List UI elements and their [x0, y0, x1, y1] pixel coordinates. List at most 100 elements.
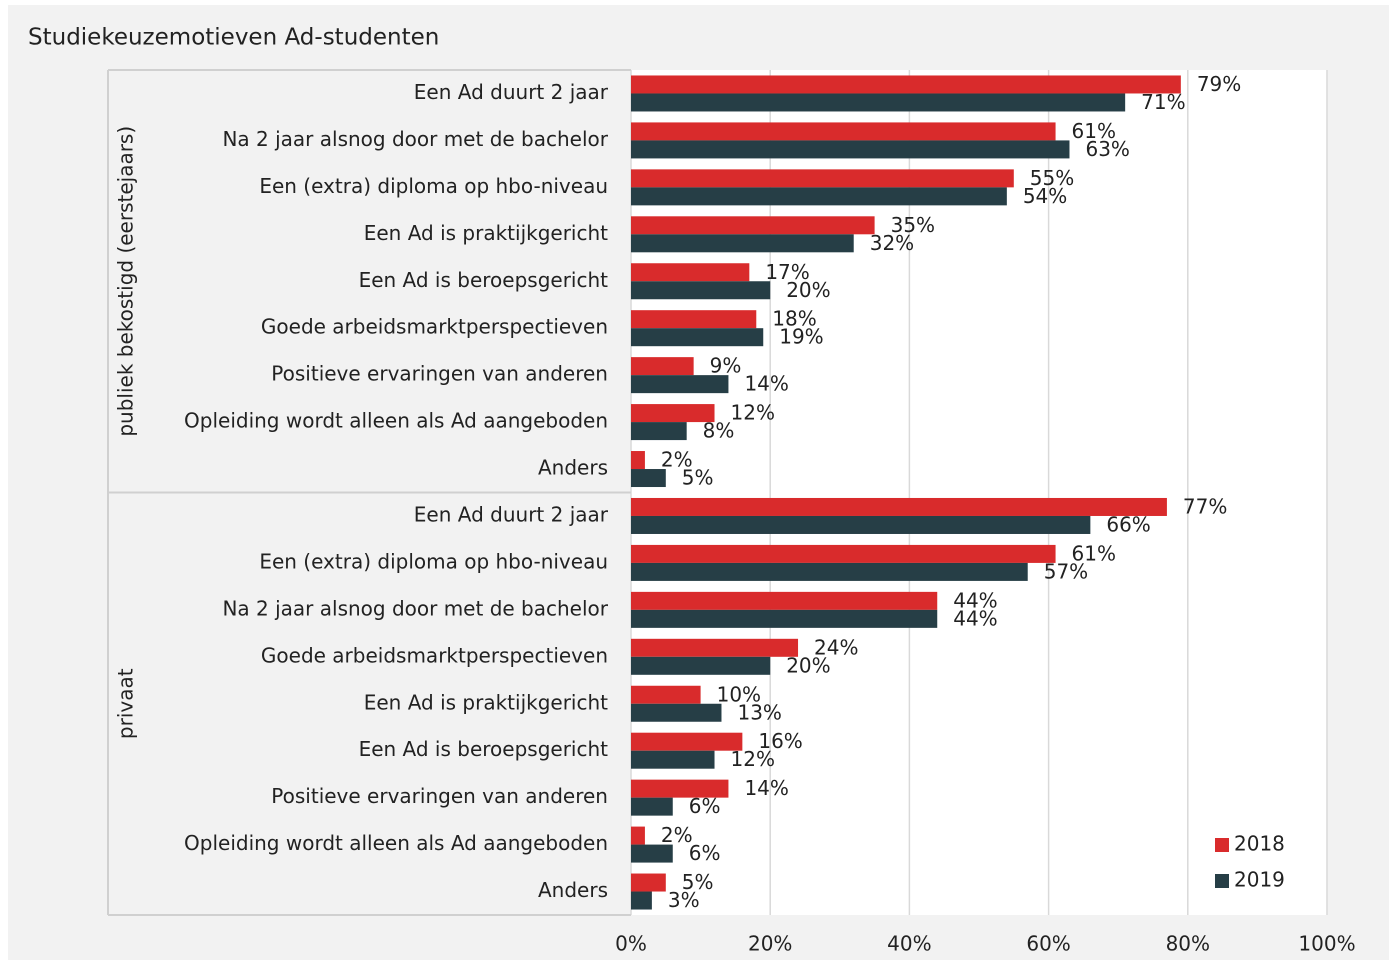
bar	[631, 422, 687, 441]
category-label: Na 2 jaar alsnog door met de bachelor	[222, 596, 608, 620]
data-label: 17%	[765, 260, 809, 284]
category-label: Een Ad is beroepsgericht	[359, 737, 609, 761]
category-label: Een Ad is praktijkgericht	[364, 690, 608, 714]
category-label: Een Ad is beroepsgericht	[359, 268, 609, 292]
data-label: 14%	[744, 776, 788, 800]
bar	[631, 562, 1028, 581]
data-label: 79%	[1197, 72, 1241, 96]
category-label: Goede arbeidsmarktperspectieven	[261, 643, 608, 667]
bar	[631, 140, 1070, 159]
x-tick-label: 80%	[1166, 932, 1210, 956]
bar	[631, 169, 1014, 188]
bar	[631, 451, 645, 470]
bar	[631, 591, 938, 610]
x-tick-label: 60%	[1026, 932, 1070, 956]
chart-title: Studiekeuzemotieven Ad-studenten	[28, 25, 439, 51]
category-label: Een Ad is praktijkgericht	[364, 221, 608, 245]
data-label: 12%	[731, 401, 775, 425]
bar	[631, 750, 715, 769]
bar	[631, 703, 722, 722]
bar	[631, 328, 764, 347]
bar	[631, 375, 729, 394]
data-label: 32%	[870, 231, 914, 255]
category-label: Anders	[538, 456, 608, 480]
category-label: Opleiding wordt alleen als Ad aangeboden	[184, 409, 608, 433]
bar	[631, 75, 1181, 94]
bar	[631, 732, 743, 751]
data-label: 57%	[1044, 559, 1088, 583]
bar	[631, 469, 666, 488]
bar	[631, 404, 715, 423]
data-label: 9%	[710, 354, 742, 378]
bar	[631, 826, 645, 845]
data-label: 71%	[1141, 90, 1185, 114]
data-label: 8%	[703, 419, 735, 443]
bar	[631, 779, 729, 798]
x-tick-label: 20%	[748, 932, 792, 956]
bar	[631, 515, 1091, 534]
data-label: 35%	[891, 213, 935, 237]
data-label: 14%	[744, 372, 788, 396]
plot-area	[631, 70, 1327, 915]
data-label: 13%	[737, 700, 781, 724]
data-label: 6%	[689, 841, 721, 865]
data-label: 10%	[717, 682, 761, 706]
category-label: Anders	[538, 878, 608, 902]
bar	[631, 263, 750, 282]
data-label: 61%	[1072, 119, 1116, 143]
category-label: Een (extra) diploma op hbo-niveau	[259, 549, 608, 573]
data-label: 24%	[814, 635, 858, 659]
bar	[631, 891, 652, 910]
bar	[631, 873, 666, 892]
bar	[631, 187, 1007, 206]
legend-swatch	[1215, 874, 1229, 888]
x-tick-label: 100%	[1298, 932, 1355, 956]
data-label: 19%	[779, 325, 823, 349]
bar	[631, 93, 1126, 112]
data-label: 16%	[758, 729, 802, 753]
bar	[631, 281, 771, 300]
group-label: publiek bekostigd (eerstejaars)	[114, 126, 138, 437]
data-label: 20%	[786, 653, 830, 677]
data-label: 66%	[1106, 512, 1150, 536]
category-label: Positieve ervaringen van anderen	[271, 362, 608, 386]
data-label: 44%	[953, 606, 997, 630]
category-label: Positieve ervaringen van anderen	[271, 784, 608, 808]
category-label: Na 2 jaar alsnog door met de bachelor	[222, 127, 608, 151]
x-tick-label: 40%	[887, 932, 931, 956]
bar	[631, 310, 757, 329]
bar	[631, 797, 673, 816]
data-label: 12%	[731, 747, 775, 771]
bar	[631, 609, 938, 628]
data-label: 54%	[1023, 184, 1067, 208]
data-label: 63%	[1085, 137, 1129, 161]
legend-swatch	[1215, 838, 1229, 852]
data-label: 2%	[661, 823, 693, 847]
bar	[631, 234, 854, 253]
bar	[631, 844, 673, 863]
x-tick-label: 0%	[615, 932, 647, 956]
data-label: 18%	[772, 307, 816, 331]
data-label: 77%	[1183, 494, 1227, 518]
bar	[631, 122, 1056, 141]
bar	[631, 656, 771, 675]
bar	[631, 357, 694, 376]
bar	[631, 638, 799, 657]
bar	[631, 544, 1056, 563]
data-label: 3%	[668, 888, 700, 912]
data-label: 6%	[689, 794, 721, 818]
bar	[631, 497, 1167, 516]
category-label: Een (extra) diploma op hbo-niveau	[259, 174, 608, 198]
data-label: 55%	[1030, 166, 1074, 190]
category-label: Een Ad duurt 2 jaar	[414, 502, 609, 526]
category-label: Een Ad duurt 2 jaar	[414, 80, 609, 104]
category-label: Opleiding wordt alleen als Ad aangeboden	[184, 831, 608, 855]
data-label: 20%	[786, 278, 830, 302]
group-label: privaat	[114, 668, 138, 739]
bar	[631, 216, 875, 235]
data-label: 5%	[682, 870, 714, 894]
legend-label: 2019	[1234, 868, 1285, 892]
category-label: Goede arbeidsmarktperspectieven	[261, 315, 608, 339]
